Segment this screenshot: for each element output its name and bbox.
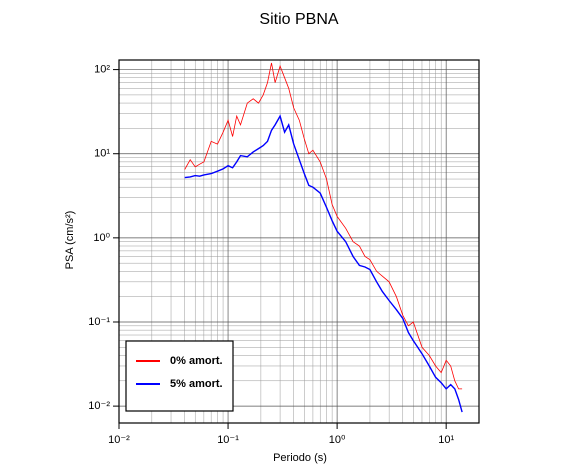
series-line <box>184 114 463 413</box>
x-tick-label: 10⁻² <box>108 434 130 446</box>
y-tick-label: 10² <box>94 63 110 75</box>
legend-box <box>125 340 234 412</box>
x-axis-label: Periodo (s) <box>273 452 327 464</box>
plot-frame <box>118 59 480 424</box>
y-tick-label: 10⁻² <box>88 400 110 412</box>
y-tick-label: 10⁰ <box>93 232 110 244</box>
legend-label: 5% amort. <box>170 378 223 390</box>
y-tick-label: 10¹ <box>94 148 110 160</box>
y-tick-label: 10⁻¹ <box>88 316 110 328</box>
x-tick-label: 10¹ <box>438 434 454 446</box>
chart-title: Sitio PBNA <box>259 11 338 28</box>
x-tick-label: 10⁻¹ <box>217 434 239 446</box>
legend-label: 0% amort. <box>170 355 223 367</box>
y-axis-label: PSA (cm/s²) <box>64 211 76 270</box>
x-tick-label: 10⁰ <box>329 434 346 446</box>
series-line <box>184 62 463 390</box>
